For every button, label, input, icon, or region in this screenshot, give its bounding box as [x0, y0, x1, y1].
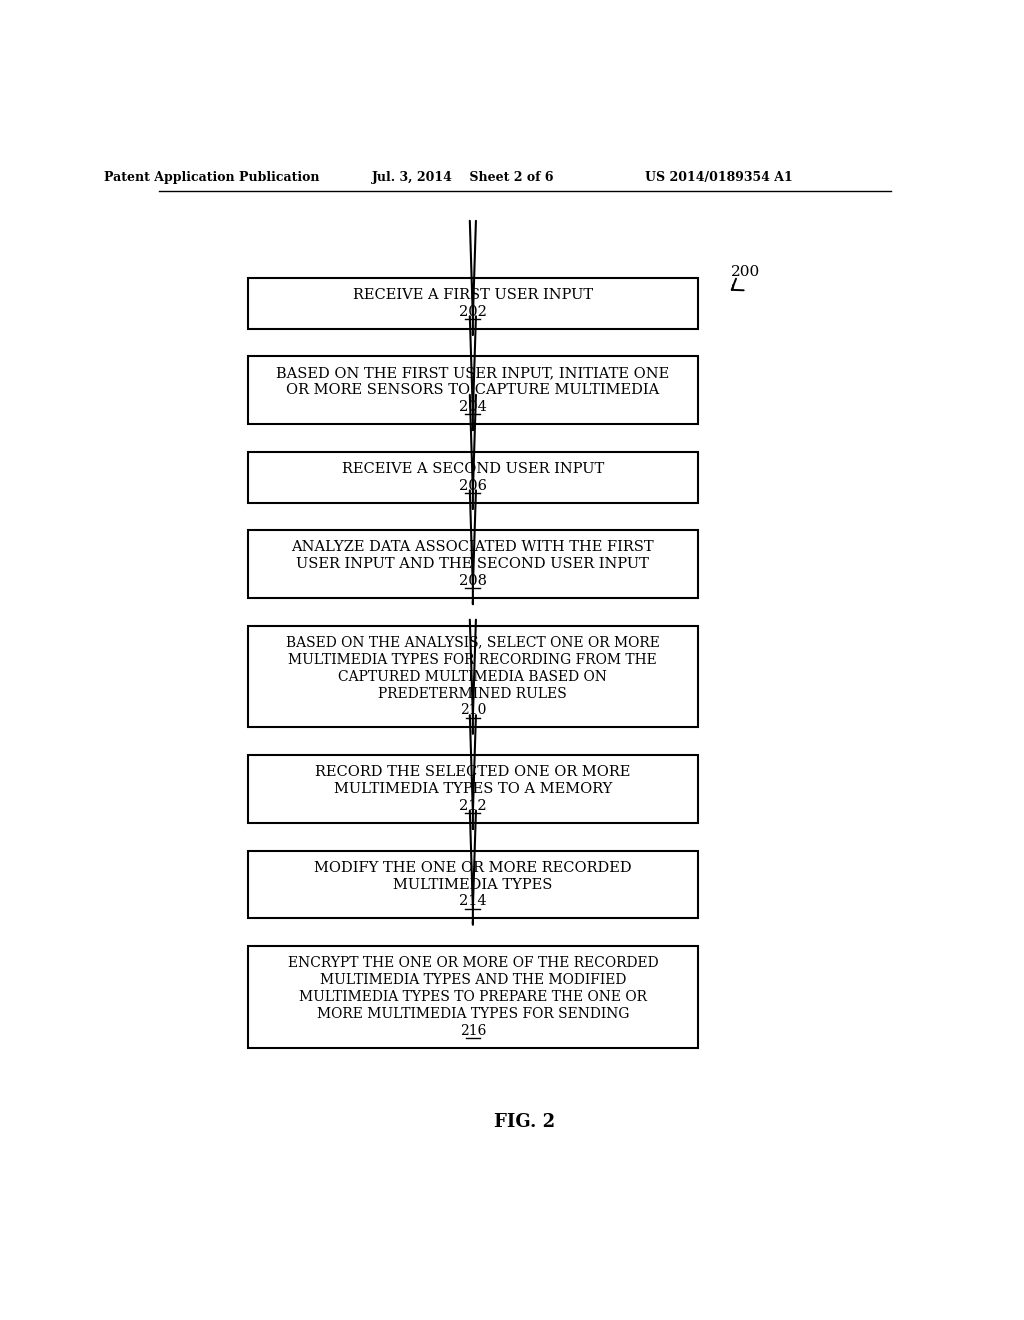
Bar: [248, 850, 697, 919]
Bar: [248, 356, 697, 424]
Text: 200: 200: [731, 264, 760, 279]
Text: Patent Application Publication: Patent Application Publication: [104, 172, 319, 185]
Text: 202: 202: [459, 305, 486, 318]
Text: ANALYZE DATA ASSOCIATED WITH THE FIRST: ANALYZE DATA ASSOCIATED WITH THE FIRST: [292, 540, 654, 554]
Bar: [248, 531, 697, 598]
Text: MULTIMEDIA TYPES TO PREPARE THE ONE OR: MULTIMEDIA TYPES TO PREPARE THE ONE OR: [299, 990, 647, 1005]
Text: USER INPUT AND THE SECOND USER INPUT: USER INPUT AND THE SECOND USER INPUT: [296, 557, 649, 572]
Bar: [248, 626, 697, 727]
Text: ENCRYPT THE ONE OR MORE OF THE RECORDED: ENCRYPT THE ONE OR MORE OF THE RECORDED: [288, 956, 658, 970]
Text: BASED ON THE ANALYSIS, SELECT ONE OR MORE: BASED ON THE ANALYSIS, SELECT ONE OR MOR…: [286, 636, 659, 649]
Text: 208: 208: [459, 574, 486, 589]
Text: MULTIMEDIA TYPES FOR RECORDING FROM THE: MULTIMEDIA TYPES FOR RECORDING FROM THE: [289, 652, 657, 667]
Text: RECEIVE A FIRST USER INPUT: RECEIVE A FIRST USER INPUT: [353, 288, 593, 302]
Text: 216: 216: [460, 1024, 486, 1038]
Text: MULTIMEDIA TYPES: MULTIMEDIA TYPES: [393, 878, 553, 891]
FancyArrowPatch shape: [732, 279, 743, 290]
Text: PREDETERMINED RULES: PREDETERMINED RULES: [379, 686, 567, 701]
Bar: [248, 277, 697, 329]
Text: RECEIVE A SECOND USER INPUT: RECEIVE A SECOND USER INPUT: [342, 462, 604, 475]
Text: 206: 206: [459, 479, 486, 492]
Text: RECORD THE SELECTED ONE OR MORE: RECORD THE SELECTED ONE OR MORE: [315, 766, 631, 779]
Bar: [248, 451, 697, 503]
Text: FIG. 2: FIG. 2: [495, 1114, 555, 1131]
Text: 210: 210: [460, 704, 486, 718]
Text: MULTIMEDIA TYPES AND THE MODIFIED: MULTIMEDIA TYPES AND THE MODIFIED: [319, 973, 626, 987]
Text: 214: 214: [459, 895, 486, 908]
Text: 204: 204: [459, 400, 486, 414]
Text: MULTIMEDIA TYPES TO A MEMORY: MULTIMEDIA TYPES TO A MEMORY: [334, 781, 612, 796]
Text: CAPTURED MULTIMEDIA BASED ON: CAPTURED MULTIMEDIA BASED ON: [339, 669, 607, 684]
Bar: [248, 755, 697, 822]
Text: OR MORE SENSORS TO CAPTURE MULTIMEDIA: OR MORE SENSORS TO CAPTURE MULTIMEDIA: [287, 383, 659, 397]
Text: BASED ON THE FIRST USER INPUT, INITIATE ONE: BASED ON THE FIRST USER INPUT, INITIATE …: [276, 366, 670, 380]
Bar: [248, 946, 697, 1048]
Text: Jul. 3, 2014    Sheet 2 of 6: Jul. 3, 2014 Sheet 2 of 6: [372, 172, 554, 185]
Text: 212: 212: [459, 799, 486, 813]
Text: MODIFY THE ONE OR MORE RECORDED: MODIFY THE ONE OR MORE RECORDED: [314, 861, 632, 875]
Text: MORE MULTIMEDIA TYPES FOR SENDING: MORE MULTIMEDIA TYPES FOR SENDING: [316, 1007, 629, 1020]
Text: US 2014/0189354 A1: US 2014/0189354 A1: [645, 172, 793, 185]
